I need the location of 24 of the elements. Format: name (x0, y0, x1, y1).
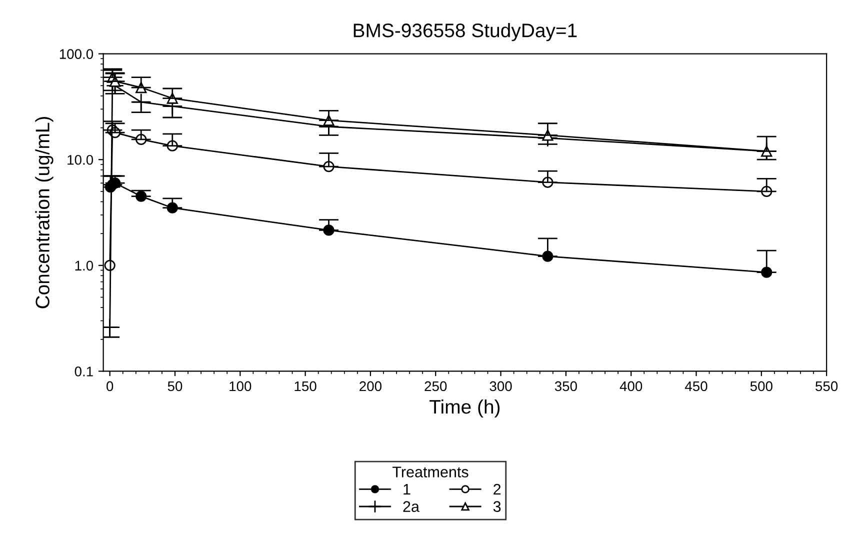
x-axis-title: Time (h) (430, 399, 500, 418)
x-tick-label: 300 (490, 381, 512, 392)
y-tick-label: 0.1 (74, 366, 93, 376)
x-tick-label: 0 (106, 381, 114, 392)
x-tick-label: 350 (554, 381, 577, 392)
x-tick-label: 400 (620, 381, 642, 392)
x-tick-label: 450 (684, 381, 708, 392)
x-tick-label: 500 (750, 381, 772, 392)
y-axis-title: Concentration (ug/mL) (35, 116, 54, 308)
y-tick-label: 10.0 (68, 154, 94, 165)
legend-label: 3 (493, 501, 501, 512)
x-tick-label: 150 (294, 381, 316, 392)
y-tick-label: 100.0 (60, 49, 94, 59)
x-tick-label: 550 (816, 381, 838, 392)
legend-label: 2 (494, 484, 501, 495)
x-tick-label: 100 (230, 381, 252, 392)
y-tick-label: 1.0 (75, 260, 94, 271)
x-tick-label: 250 (424, 381, 447, 392)
legend-title: Treatments (392, 466, 468, 478)
x-tick-label: 200 (360, 381, 382, 392)
legend-label: 2a (403, 501, 420, 512)
x-tick-label: 50 (168, 381, 182, 392)
chart-title: BMS-936558 StudyDay=1 (354, 23, 577, 42)
legend-label: 1 (404, 484, 410, 495)
